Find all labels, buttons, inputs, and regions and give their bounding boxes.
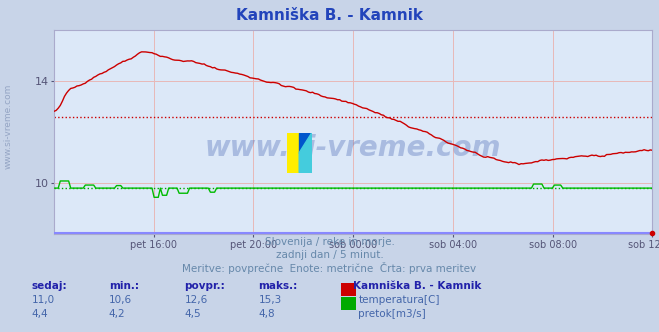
Text: Slovenija / reke in morje.: Slovenija / reke in morje.	[264, 237, 395, 247]
Text: povpr.:: povpr.:	[185, 281, 225, 290]
Text: zadnji dan / 5 minut.: zadnji dan / 5 minut.	[275, 250, 384, 260]
Text: 10,6: 10,6	[109, 295, 132, 305]
Text: 4,5: 4,5	[185, 309, 201, 319]
Text: sedaj:: sedaj:	[32, 281, 67, 290]
Text: 4,8: 4,8	[258, 309, 275, 319]
Text: min.:: min.:	[109, 281, 139, 290]
Text: 12,6: 12,6	[185, 295, 208, 305]
Bar	[287, 133, 299, 173]
Polygon shape	[299, 133, 312, 173]
Text: temperatura[C]: temperatura[C]	[358, 295, 440, 305]
Polygon shape	[299, 133, 312, 153]
Text: Meritve: povprečne  Enote: metrične  Črta: prva meritev: Meritve: povprečne Enote: metrične Črta:…	[183, 262, 476, 274]
Text: Kamniška B. - Kamnik: Kamniška B. - Kamnik	[353, 281, 481, 290]
Text: 4,4: 4,4	[32, 309, 48, 319]
Text: maks.:: maks.:	[258, 281, 298, 290]
Text: www.si-vreme.com: www.si-vreme.com	[3, 83, 13, 169]
Text: 11,0: 11,0	[32, 295, 55, 305]
Text: www.si-vreme.com: www.si-vreme.com	[205, 134, 501, 162]
Text: Kamniška B. - Kamnik: Kamniška B. - Kamnik	[236, 8, 423, 23]
Text: 15,3: 15,3	[258, 295, 281, 305]
Text: pretok[m3/s]: pretok[m3/s]	[358, 309, 426, 319]
Text: 4,2: 4,2	[109, 309, 125, 319]
